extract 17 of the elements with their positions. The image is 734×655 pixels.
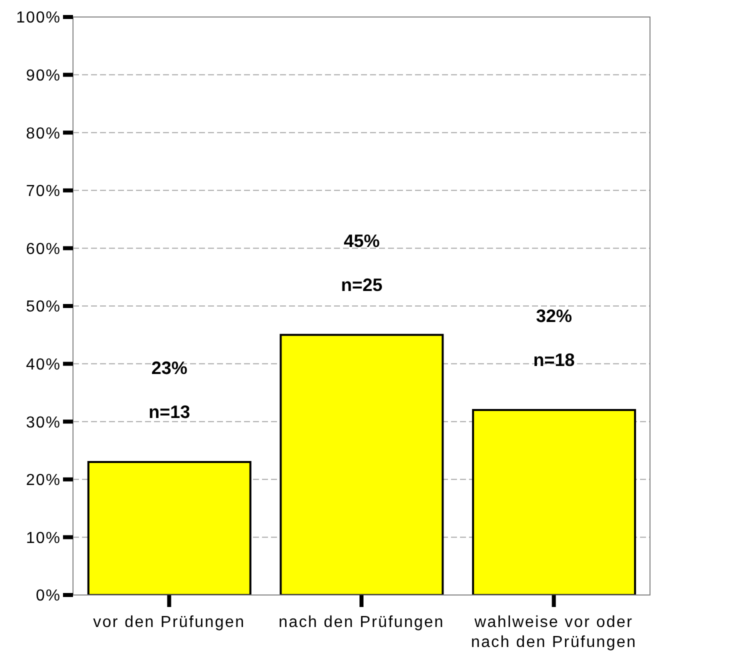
text: 23% n=13 <box>148 358 190 422</box>
y-tick-label: 30% <box>26 414 61 432</box>
y-tick-label: 10% <box>26 530 61 547</box>
y-tick-label: 100% <box>16 10 61 27</box>
y-tick-label: 90% <box>26 67 61 84</box>
y-tick-label: 50% <box>26 298 61 316</box>
y-tick-label: 20% <box>26 472 61 490</box>
y-tick-label: 40% <box>26 356 61 374</box>
text: 32% n=18 <box>533 306 575 370</box>
y-tick-label: 80% <box>26 125 61 142</box>
y-tick-label: 70% <box>26 183 61 200</box>
x-tick-label: nach den Prüfungen <box>278 614 444 631</box>
y-tick-label: 60% <box>26 240 61 258</box>
text: 45% n=25 <box>340 230 382 295</box>
x-tick-label: wahlweise vor oder nach den Prüfungen <box>470 614 637 651</box>
y-tick-label: 0% <box>36 588 61 605</box>
x-tick-label: vor den Prüfungen <box>93 614 246 631</box>
